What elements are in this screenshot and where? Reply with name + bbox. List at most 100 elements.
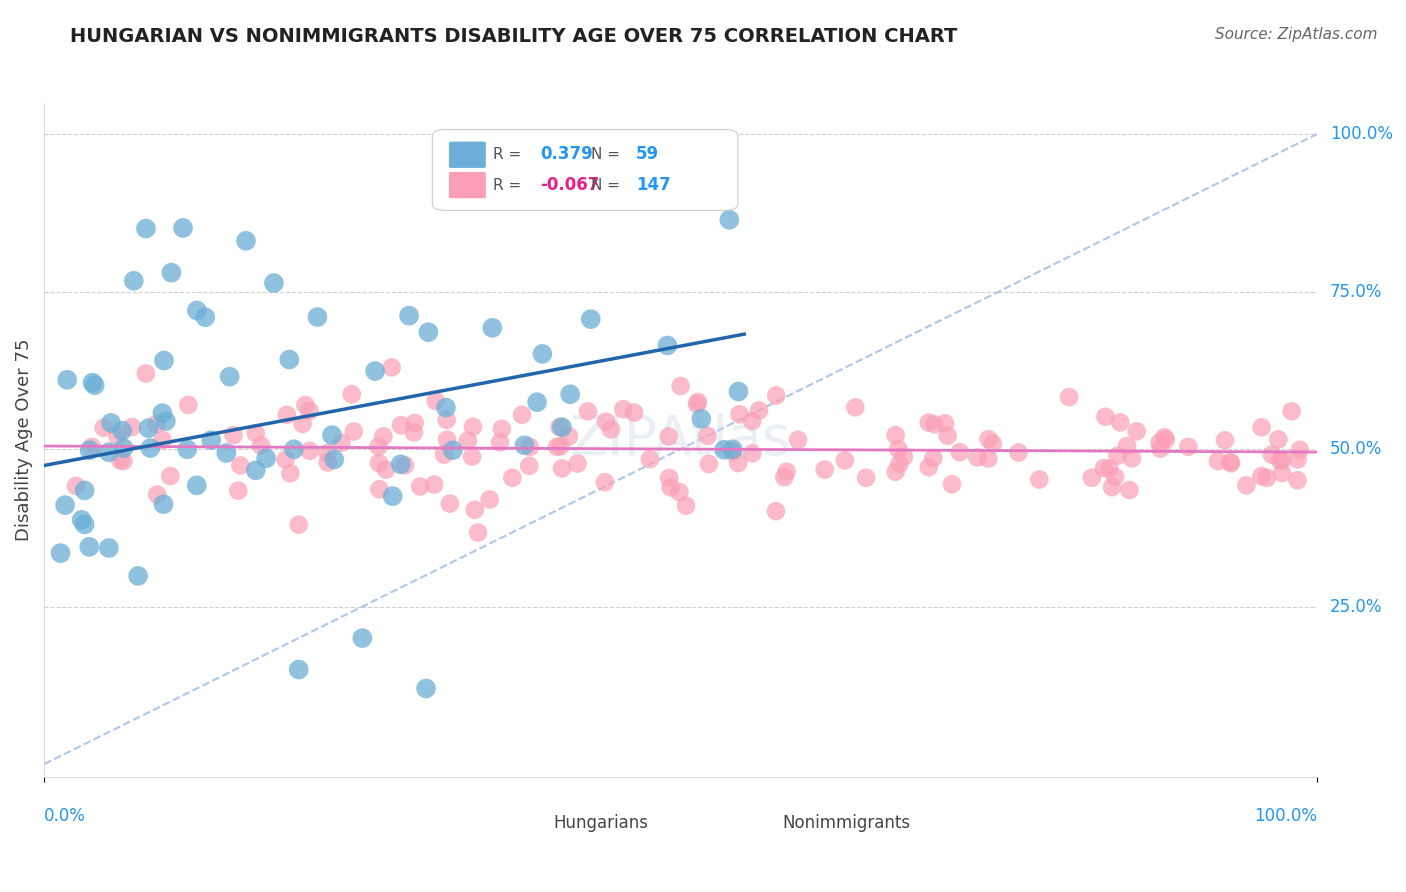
Point — [1057, 390, 1080, 404]
Point — [316, 455, 339, 469]
Point — [186, 478, 208, 492]
Text: ZIPAtlas: ZIPAtlas — [569, 413, 792, 467]
Point — [364, 364, 387, 378]
Point — [638, 452, 661, 467]
Text: 50.0%: 50.0% — [1330, 440, 1382, 458]
Point — [513, 438, 536, 452]
Point — [235, 234, 257, 248]
Point — [278, 352, 301, 367]
Point — [343, 425, 366, 439]
Point — [254, 451, 277, 466]
Point — [1098, 461, 1121, 475]
Text: -0.067: -0.067 — [540, 177, 600, 194]
Point — [121, 420, 143, 434]
Point — [439, 497, 461, 511]
Point — [884, 428, 907, 442]
Point — [675, 499, 697, 513]
Point — [478, 492, 501, 507]
Point — [200, 433, 222, 447]
Text: 59: 59 — [636, 145, 659, 163]
Point — [1118, 483, 1140, 497]
Point — [53, 498, 76, 512]
Point — [83, 378, 105, 392]
Point — [461, 419, 484, 434]
Point — [409, 479, 432, 493]
Point — [298, 404, 321, 418]
Point — [283, 442, 305, 457]
Point — [922, 450, 945, 465]
Point — [489, 435, 512, 450]
Point — [1281, 404, 1303, 418]
Text: N =: N = — [592, 178, 626, 193]
Point — [457, 434, 479, 448]
Point — [721, 442, 744, 457]
Point — [291, 417, 314, 431]
Point — [659, 480, 682, 494]
Point — [519, 440, 541, 454]
Text: 0.0%: 0.0% — [44, 807, 86, 825]
Point — [1250, 420, 1272, 434]
Point — [977, 432, 1000, 446]
Point — [307, 310, 329, 324]
Point — [389, 458, 412, 472]
Point — [73, 483, 96, 498]
Point — [1149, 435, 1171, 450]
Point — [73, 517, 96, 532]
Point — [893, 450, 915, 464]
Point — [1092, 461, 1115, 475]
Point — [669, 379, 692, 393]
Point — [1267, 433, 1289, 447]
Point — [82, 376, 104, 390]
FancyBboxPatch shape — [742, 813, 779, 832]
Point — [316, 446, 339, 460]
Text: 147: 147 — [636, 177, 671, 194]
Point — [1219, 456, 1241, 470]
Point — [1286, 473, 1309, 487]
Point — [425, 394, 447, 409]
Text: 75.0%: 75.0% — [1330, 283, 1382, 301]
FancyBboxPatch shape — [449, 172, 486, 198]
Point — [1271, 466, 1294, 480]
Point — [1261, 448, 1284, 462]
Point — [531, 347, 554, 361]
Point — [727, 384, 749, 399]
Point — [690, 411, 713, 425]
Text: 0.379: 0.379 — [540, 145, 593, 163]
Point — [111, 424, 134, 438]
Point — [80, 440, 103, 454]
Point — [152, 497, 174, 511]
Point — [657, 338, 679, 352]
Point — [287, 663, 309, 677]
Point — [287, 517, 309, 532]
Point — [1149, 442, 1171, 456]
Point — [686, 397, 709, 411]
Point — [855, 471, 877, 485]
Point — [1101, 480, 1123, 494]
Point — [56, 373, 79, 387]
Point — [526, 395, 548, 409]
Point — [172, 221, 194, 235]
Point — [423, 477, 446, 491]
Point — [176, 442, 198, 457]
Point — [274, 452, 297, 467]
Point — [340, 387, 363, 401]
Point — [107, 429, 129, 443]
Point — [1236, 478, 1258, 492]
Point — [696, 429, 718, 443]
Point — [70, 513, 93, 527]
Point — [1116, 439, 1139, 453]
Point — [1121, 451, 1143, 466]
Point — [93, 421, 115, 435]
Point — [112, 441, 135, 455]
Point — [668, 485, 690, 500]
Point — [434, 401, 457, 415]
Point — [352, 631, 374, 645]
Text: Hungarians: Hungarians — [554, 814, 648, 831]
Point — [245, 463, 267, 477]
Point — [404, 416, 426, 430]
Point — [461, 450, 484, 464]
Point — [65, 479, 87, 493]
Point — [280, 467, 302, 481]
Point — [381, 360, 404, 375]
Point — [884, 465, 907, 479]
